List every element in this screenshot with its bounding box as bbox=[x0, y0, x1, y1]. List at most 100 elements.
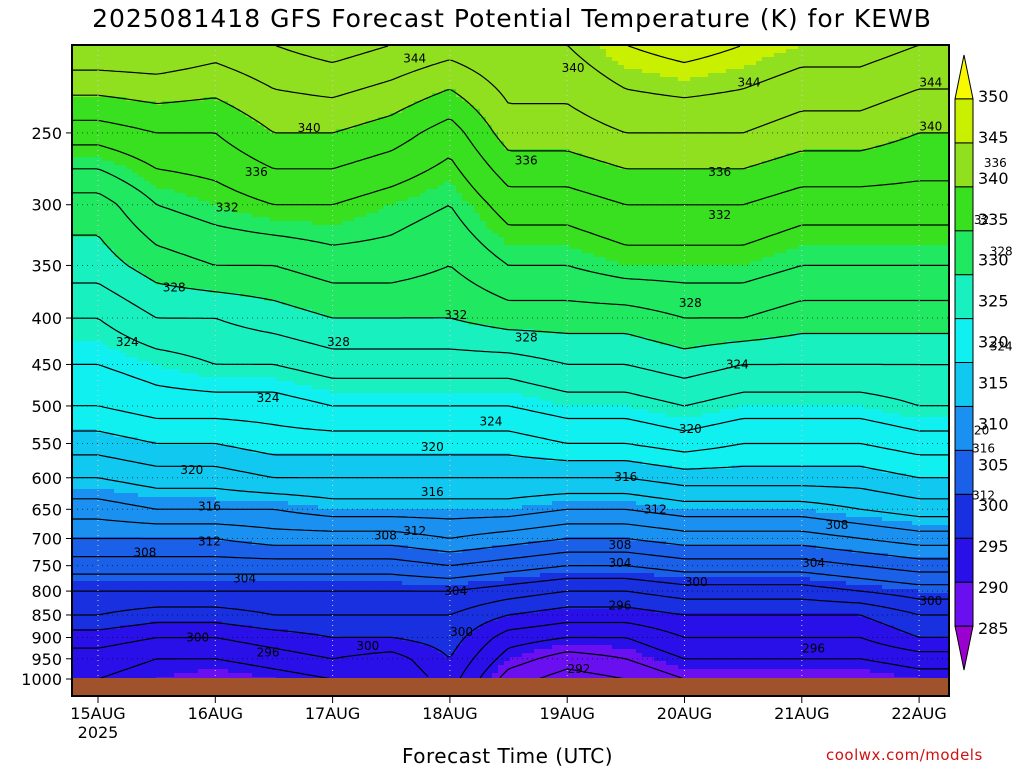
theta-cell bbox=[240, 381, 247, 386]
theta-cell bbox=[96, 97, 103, 102]
theta-cell bbox=[102, 357, 109, 362]
theta-cell bbox=[252, 585, 259, 590]
theta-cell bbox=[186, 161, 193, 166]
theta-cell bbox=[114, 117, 121, 122]
theta-cell bbox=[156, 189, 163, 194]
theta-cell bbox=[150, 245, 157, 250]
theta-cell bbox=[252, 281, 259, 286]
theta-cell bbox=[252, 537, 259, 542]
theta-cell bbox=[216, 565, 223, 570]
theta-cell bbox=[174, 221, 181, 226]
theta-cell bbox=[204, 245, 211, 250]
theta-cell bbox=[162, 225, 169, 230]
theta-cell bbox=[198, 369, 205, 374]
theta-cell bbox=[132, 601, 139, 606]
theta-cell bbox=[204, 269, 211, 274]
theta-cell bbox=[246, 565, 253, 570]
theta-cell bbox=[222, 381, 229, 386]
theta-cell bbox=[240, 345, 247, 350]
theta-cell bbox=[144, 213, 151, 218]
theta-cell bbox=[228, 93, 235, 98]
theta-cell bbox=[168, 221, 175, 226]
theta-cell bbox=[84, 485, 91, 490]
theta-cell bbox=[120, 325, 127, 330]
theta-cell bbox=[234, 249, 241, 254]
theta-cell bbox=[180, 121, 187, 126]
theta-cell bbox=[198, 229, 205, 234]
theta-cell bbox=[174, 145, 181, 150]
theta-cell bbox=[78, 449, 85, 454]
theta-cell bbox=[78, 193, 85, 198]
theta-cell bbox=[162, 569, 169, 574]
theta-cell bbox=[120, 113, 127, 118]
theta-cell bbox=[192, 437, 199, 442]
theta-cell bbox=[144, 281, 151, 286]
theta-cell bbox=[102, 153, 109, 158]
theta-cell bbox=[108, 81, 115, 86]
theta-cell bbox=[156, 221, 163, 226]
theta-cell bbox=[240, 85, 247, 90]
theta-cell bbox=[192, 421, 199, 426]
theta-cell bbox=[240, 121, 247, 126]
theta-cell bbox=[90, 413, 97, 418]
theta-cell bbox=[96, 77, 103, 82]
theta-cell bbox=[192, 73, 199, 78]
theta-cell bbox=[216, 149, 223, 154]
theta-cell bbox=[222, 333, 229, 338]
theta-cell bbox=[240, 473, 247, 478]
theta-cell bbox=[222, 329, 229, 334]
theta-cell bbox=[120, 413, 127, 418]
theta-cell bbox=[234, 533, 241, 538]
theta-cell bbox=[156, 489, 163, 494]
theta-cell bbox=[168, 609, 175, 614]
theta-cell bbox=[126, 533, 133, 538]
theta-cell bbox=[132, 417, 139, 422]
theta-cell bbox=[216, 73, 223, 78]
theta-cell bbox=[234, 89, 241, 94]
theta-cell bbox=[234, 173, 241, 178]
theta-cell bbox=[78, 285, 85, 290]
theta-cell bbox=[240, 233, 247, 238]
theta-cell bbox=[228, 481, 235, 486]
theta-cell bbox=[132, 249, 139, 254]
theta-cell bbox=[228, 317, 235, 322]
theta-cell bbox=[198, 481, 205, 486]
theta-cell bbox=[180, 453, 187, 458]
theta-cell bbox=[180, 237, 187, 242]
theta-cell bbox=[240, 537, 247, 542]
theta-cell bbox=[156, 457, 163, 462]
theta-cell bbox=[222, 649, 229, 654]
theta-cell bbox=[108, 101, 115, 106]
theta-cell bbox=[102, 601, 109, 606]
theta-cell bbox=[138, 349, 145, 354]
theta-cell bbox=[198, 233, 205, 238]
theta-cell bbox=[90, 401, 97, 406]
theta-cell bbox=[258, 101, 265, 106]
theta-cell bbox=[96, 305, 103, 310]
theta-cell bbox=[144, 433, 151, 438]
theta-cell bbox=[132, 385, 139, 390]
theta-cell bbox=[96, 673, 103, 678]
theta-cell bbox=[210, 141, 217, 146]
theta-cell bbox=[204, 205, 211, 210]
theta-cell bbox=[162, 65, 169, 70]
theta-cell bbox=[240, 365, 247, 370]
theta-cell bbox=[258, 249, 265, 254]
theta-cell bbox=[108, 525, 115, 530]
theta-cell bbox=[180, 177, 187, 182]
theta-cell bbox=[186, 525, 193, 530]
theta-cell bbox=[156, 629, 163, 634]
theta-cell bbox=[162, 469, 169, 474]
theta-cell bbox=[96, 509, 103, 514]
theta-cell bbox=[222, 421, 229, 426]
theta-cell bbox=[90, 509, 97, 514]
theta-cell bbox=[90, 209, 97, 214]
theta-cell bbox=[90, 213, 97, 218]
theta-cell bbox=[210, 341, 217, 346]
theta-cell bbox=[216, 349, 223, 354]
theta-cell bbox=[204, 485, 211, 490]
theta-cell bbox=[222, 617, 229, 622]
theta-cell bbox=[138, 237, 145, 242]
theta-cell bbox=[132, 217, 139, 222]
theta-cell bbox=[156, 121, 163, 126]
